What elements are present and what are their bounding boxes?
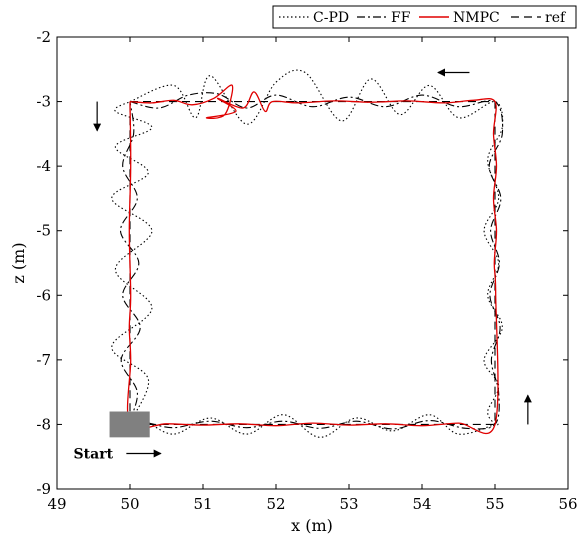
marker-layer: Start (74, 68, 532, 462)
x-tick-label: 53 (339, 495, 358, 513)
legend-label-nmpc: NMPC (453, 10, 500, 26)
x-tick-label: 50 (120, 495, 139, 513)
start-marker (109, 411, 150, 438)
x-tick-label: 55 (485, 495, 504, 513)
plot-frame (56, 36, 569, 490)
y-tick-label: -4 (36, 157, 51, 175)
x-tick-label: 49 (47, 495, 66, 513)
y-tick-label: -5 (36, 222, 51, 240)
x-tick-label: 52 (266, 495, 285, 513)
legend: C-PD FF NMPC ref (272, 5, 577, 29)
x-tick-label: 54 (412, 495, 431, 513)
y-tick-label: -3 (36, 93, 51, 111)
legend-label-c-pd: C-PD (313, 10, 349, 26)
legend-label-ff: FF (391, 10, 411, 26)
y-axis-label: z (m) (9, 242, 28, 283)
y-tick-label: -6 (36, 286, 51, 304)
y-tick-label: -7 (36, 351, 51, 369)
y-tick-label: -2 (36, 28, 51, 46)
legend-label-ref: ref (545, 10, 567, 26)
series-layer (111, 69, 504, 438)
y-tick-label: -8 (36, 415, 51, 433)
x-tick-label: 51 (193, 495, 212, 513)
y-tick-label: -9 (36, 480, 51, 498)
x-axis-label: x (m) (291, 516, 333, 535)
annotation-start-label: Start (74, 446, 114, 462)
ticks-layer: 49 50 51 52 53 54 55 56 -9 -8 -7 -6 -5 -4 -3 -2 (36, 28, 577, 513)
x-tick-label: 56 (558, 495, 577, 513)
series-nmpc-line (126, 84, 499, 434)
